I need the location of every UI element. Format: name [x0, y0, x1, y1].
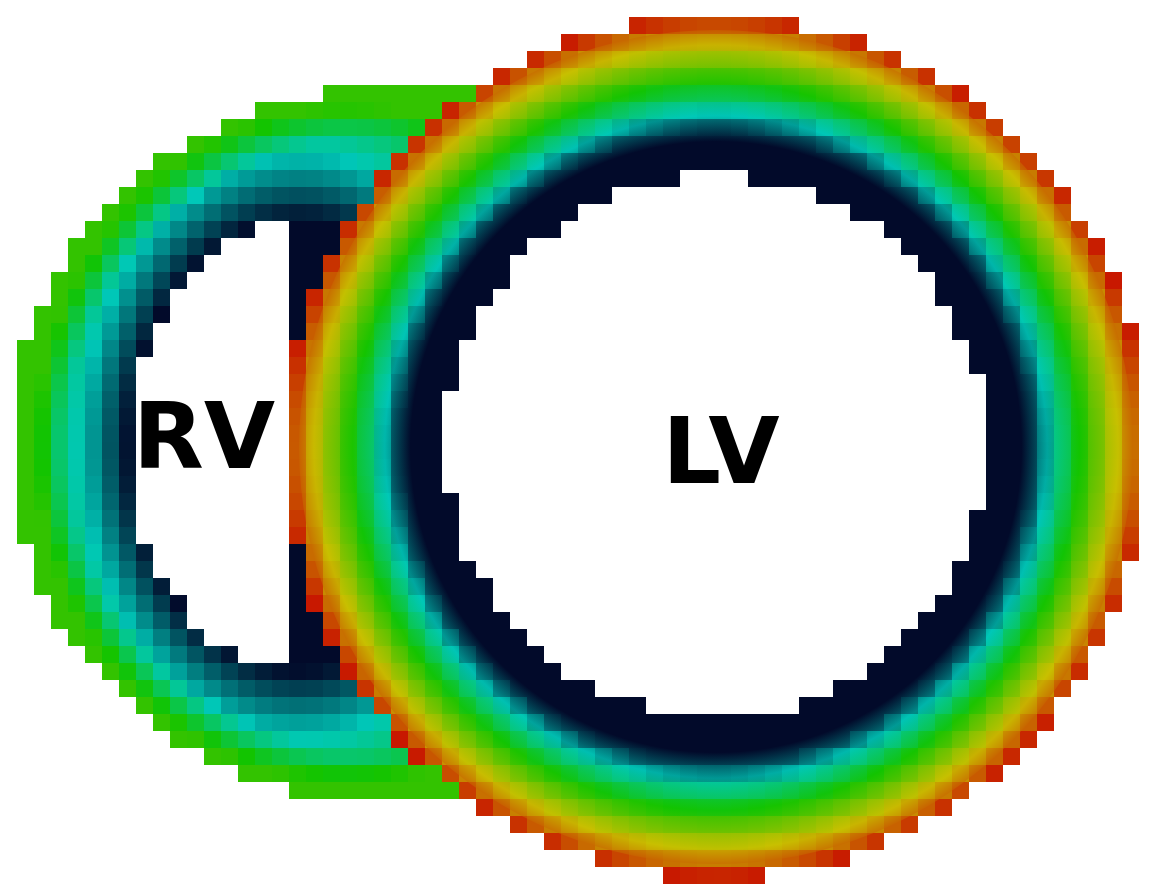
left-ventricle-label: LV [662, 398, 780, 505]
right-ventricle-label: RV [132, 383, 276, 490]
